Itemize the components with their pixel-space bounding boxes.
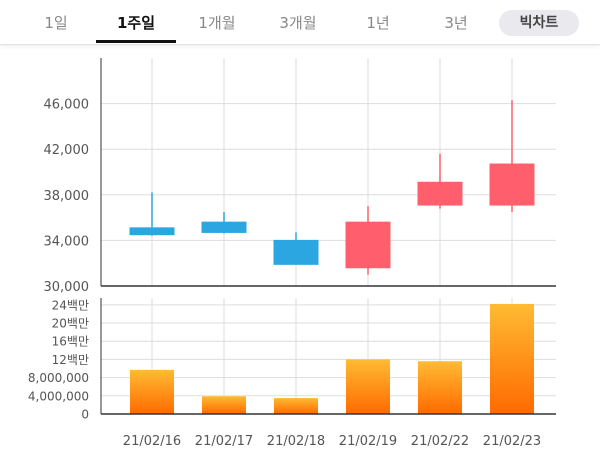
big-chart-button[interactable]: 빅차트: [499, 10, 579, 36]
price-tick-label: 46,000: [44, 98, 90, 113]
date-tick-label: 21/02/22: [411, 434, 469, 449]
volume-tick-label: 8,000,000: [28, 371, 89, 385]
price-tick-label: 42,000: [44, 143, 90, 158]
candle-body: [273, 239, 319, 265]
price-tick-label: 30,000: [44, 280, 90, 295]
volume-tick-label: 4,000,000: [28, 389, 89, 403]
tab-3-years[interactable]: 3년: [444, 14, 468, 32]
volume-grid: [101, 298, 556, 414]
tab-1-year[interactable]: 1년: [366, 14, 390, 32]
volume-bar: [130, 369, 174, 414]
volume-bar: [202, 396, 246, 414]
price-tick-label: 38,000: [44, 189, 90, 204]
volume-tick-label: 12백만: [52, 353, 89, 367]
chart-axes: [100, 58, 556, 415]
volume-series: [130, 303, 534, 414]
date-x-axis: 21/02/16 21/02/17 21/02/18 21/02/19 21/02/22…: [123, 434, 541, 449]
volume-tick-label: 24백만: [52, 298, 89, 312]
volume-bar: [418, 361, 462, 414]
price-tick-label: 34,000: [44, 234, 90, 249]
active-tab-indicator: [96, 40, 176, 43]
tab-3-months[interactable]: 3개월: [279, 14, 317, 32]
candle-body: [201, 221, 247, 233]
volume-bar: [346, 359, 390, 414]
candle-body: [129, 227, 175, 236]
date-tick-label: 21/02/18: [267, 434, 325, 449]
price-grid: [101, 58, 556, 286]
volume-y-axis: 0 4,000,000 8,000,000 12백만 16백만 20백만 24백만: [28, 298, 89, 421]
date-tick-label: 21/02/23: [483, 434, 541, 449]
period-tab-bar: 1일 1주일 1개월 3개월 1년 3년 빅차트: [0, 0, 600, 45]
candle-body: [345, 221, 391, 269]
volume-tick-label: 0: [81, 408, 89, 422]
date-tick-label: 21/02/16: [123, 434, 181, 449]
volume-bar: [274, 398, 318, 414]
volume-tick-label: 16백만: [52, 335, 89, 349]
date-tick-label: 21/02/19: [339, 434, 397, 449]
candlestick-series: [129, 100, 535, 275]
volume-bar: [490, 303, 534, 414]
volume-tick-label: 20백만: [52, 317, 89, 331]
tab-1-day[interactable]: 1일: [44, 14, 68, 32]
tab-1-week[interactable]: 1주일: [116, 14, 156, 32]
price-y-axis: 30,000 34,000 38,000 42,000 46,000: [44, 98, 90, 295]
candle-body: [489, 163, 535, 206]
tab-1-month[interactable]: 1개월: [198, 14, 236, 32]
date-tick-label: 21/02/17: [195, 434, 253, 449]
candle-body: [417, 181, 463, 206]
